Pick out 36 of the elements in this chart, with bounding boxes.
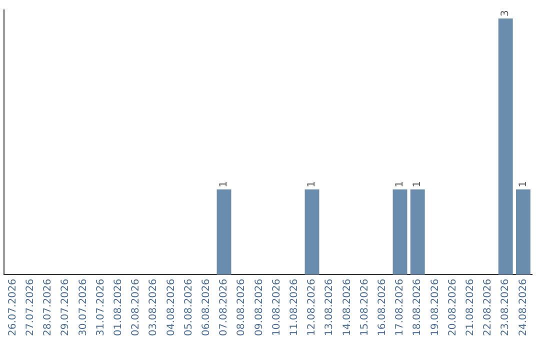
data-label: 3 [500, 10, 512, 17]
x-tick-label: 01.08.2026 [112, 278, 124, 336]
x-tick-label: 06.08.2026 [200, 278, 212, 336]
x-tick-label: 31.07.2026 [95, 278, 106, 336]
x-tick-label: 28.07.2026 [42, 278, 54, 336]
x-tick-label: 27.07.2026 [24, 278, 36, 336]
x-tick-label: 05.08.2026 [183, 278, 194, 336]
x-tick-label: 12.08.2026 [306, 278, 318, 336]
data-label: 1 [412, 180, 424, 188]
x-tick-label: 13.08.2026 [324, 278, 336, 336]
x-tick-label: 09.08.2026 [254, 278, 265, 336]
x-tick-label: 16.08.2026 [376, 278, 388, 336]
x-tick-label: 08.08.2026 [236, 278, 248, 336]
x-tick-label: 20.08.2026 [447, 278, 458, 336]
x-tick-label: 24.08.2026 [518, 278, 529, 336]
x-tick-label: 23.08.2026 [500, 278, 512, 336]
x-tick-label: 03.08.2026 [148, 278, 160, 336]
x-tick-label: 22.08.2026 [482, 278, 494, 336]
x-tick-label: 07.08.2026 [218, 278, 230, 336]
x-tick-label: 10.08.2026 [271, 278, 282, 336]
x-tick-label: 11.08.2026 [288, 278, 300, 336]
x-tick-label: 18.08.2026 [412, 278, 424, 336]
x-tick-label: 02.08.2026 [130, 278, 142, 336]
x-tick-label: 30.07.2026 [78, 278, 89, 336]
x-tick-label: 21.08.2026 [464, 278, 476, 336]
x-tick-label: 04.08.2026 [166, 278, 177, 336]
data-label: 1 [218, 180, 230, 188]
x-tick-label: 26.07.2026 [7, 278, 18, 336]
x-tick-label: 19.08.2026 [430, 278, 441, 336]
data-label: 1 [394, 180, 406, 188]
data-label: 1 [306, 180, 318, 188]
x-tick-label: 14.08.2026 [342, 278, 353, 336]
x-tick-label: 15.08.2026 [359, 278, 370, 336]
x-tick-label: 17.08.2026 [394, 278, 406, 336]
data-label: 1 [518, 180, 529, 188]
x-tick-label: 29.07.2026 [60, 278, 72, 336]
